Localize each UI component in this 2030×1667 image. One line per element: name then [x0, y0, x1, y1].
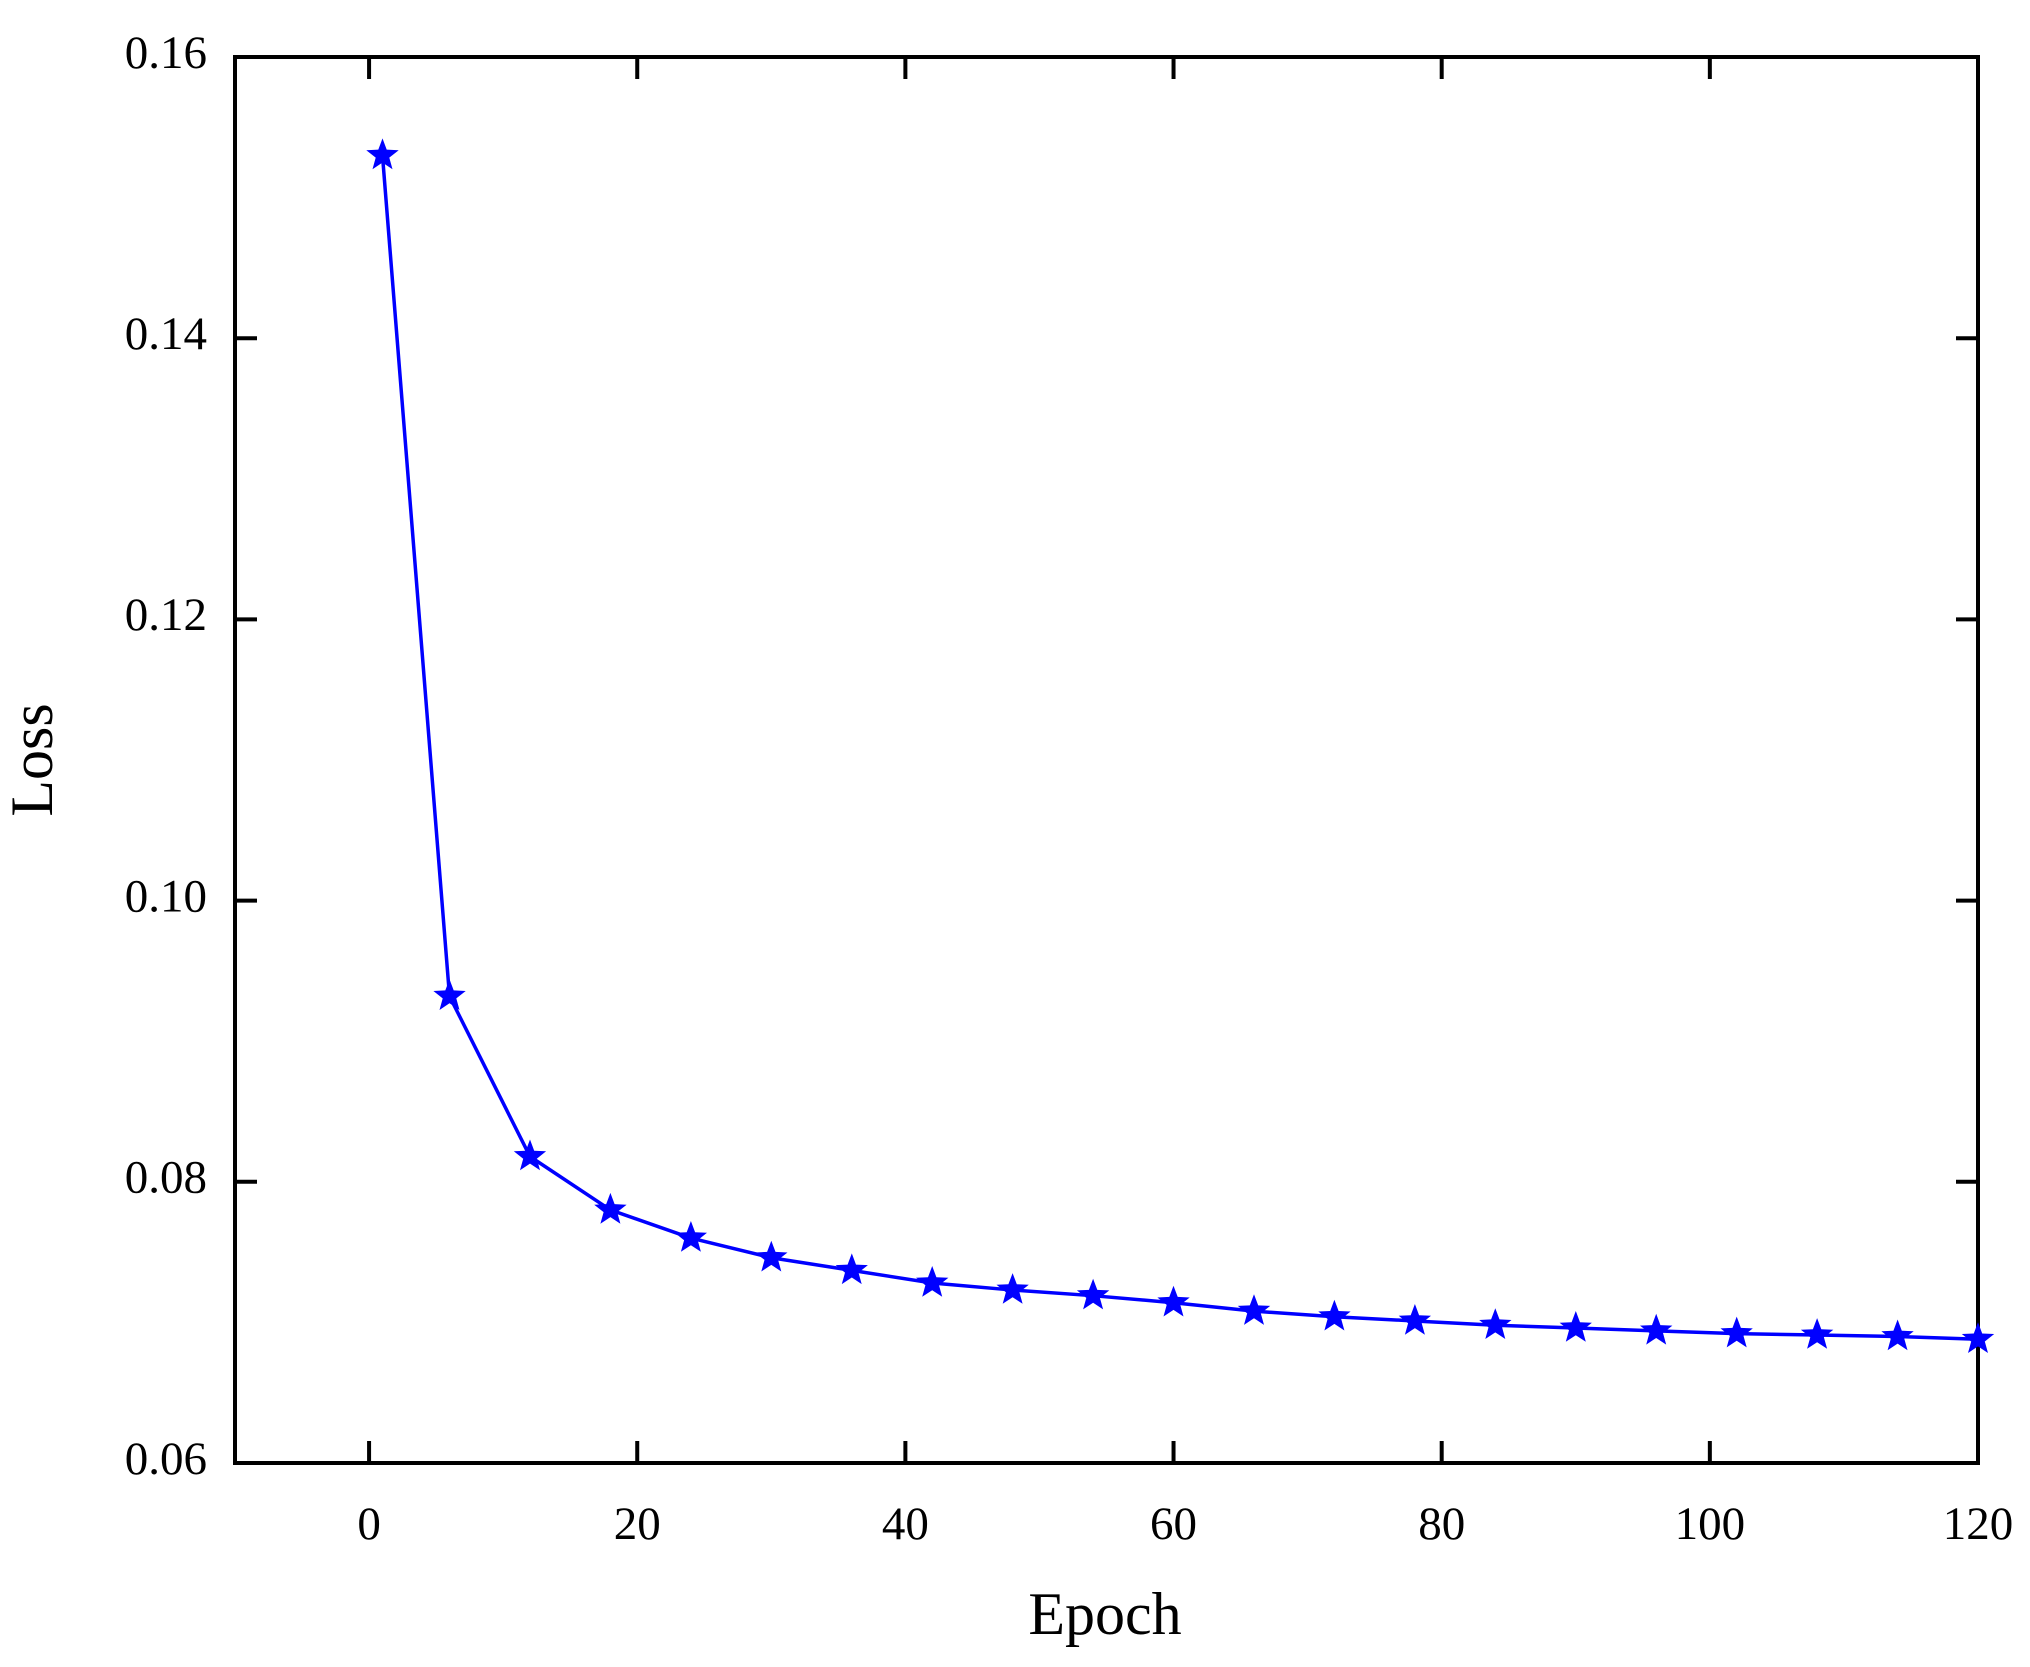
data-point — [1479, 1308, 1512, 1339]
plot-frame — [233, 55, 1980, 1465]
data-point — [1800, 1318, 1834, 1349]
x-tick-label: 100 — [1675, 1498, 1746, 1550]
series-line — [380, 155, 1979, 1342]
data-point — [1640, 1313, 1673, 1345]
y-axis-label: Loss — [0, 703, 65, 816]
data-point — [1076, 1278, 1110, 1310]
y-tick-label: 0.08 — [125, 1152, 207, 1204]
x-axis-label: Epoch — [1028, 1581, 1181, 1647]
x-tick-label: 40 — [882, 1498, 929, 1550]
x-tick-label: 20 — [614, 1498, 661, 1550]
data-point — [1237, 1294, 1271, 1325]
data-point — [366, 138, 399, 170]
y-tick-label: 0.16 — [125, 27, 207, 79]
data-point — [1157, 1285, 1190, 1317]
data-point — [1881, 1319, 1914, 1351]
data-point — [755, 1240, 788, 1272]
x-tick-label: 120 — [1943, 1498, 2014, 1550]
x-tick-label: 80 — [1418, 1498, 1465, 1550]
data-point — [916, 1266, 949, 1297]
y-tick-label: 0.12 — [125, 589, 207, 641]
x-tick-label: 60 — [1150, 1498, 1197, 1550]
y-tick-label: 0.10 — [125, 870, 207, 922]
data-point — [1720, 1316, 1753, 1348]
data-point — [594, 1192, 627, 1224]
data-point — [1559, 1311, 1592, 1342]
data-point — [996, 1273, 1029, 1304]
data-point — [674, 1221, 707, 1252]
y-tick-label: 0.14 — [125, 308, 207, 360]
y-tick-label: 0.06 — [125, 1433, 207, 1485]
data-point — [1318, 1299, 1351, 1331]
data-point — [433, 979, 466, 1010]
data-point — [835, 1253, 868, 1285]
data-point — [513, 1139, 547, 1171]
data-point — [1398, 1304, 1431, 1335]
x-tick-label: 0 — [357, 1498, 381, 1550]
data-point — [1961, 1322, 1995, 1353]
